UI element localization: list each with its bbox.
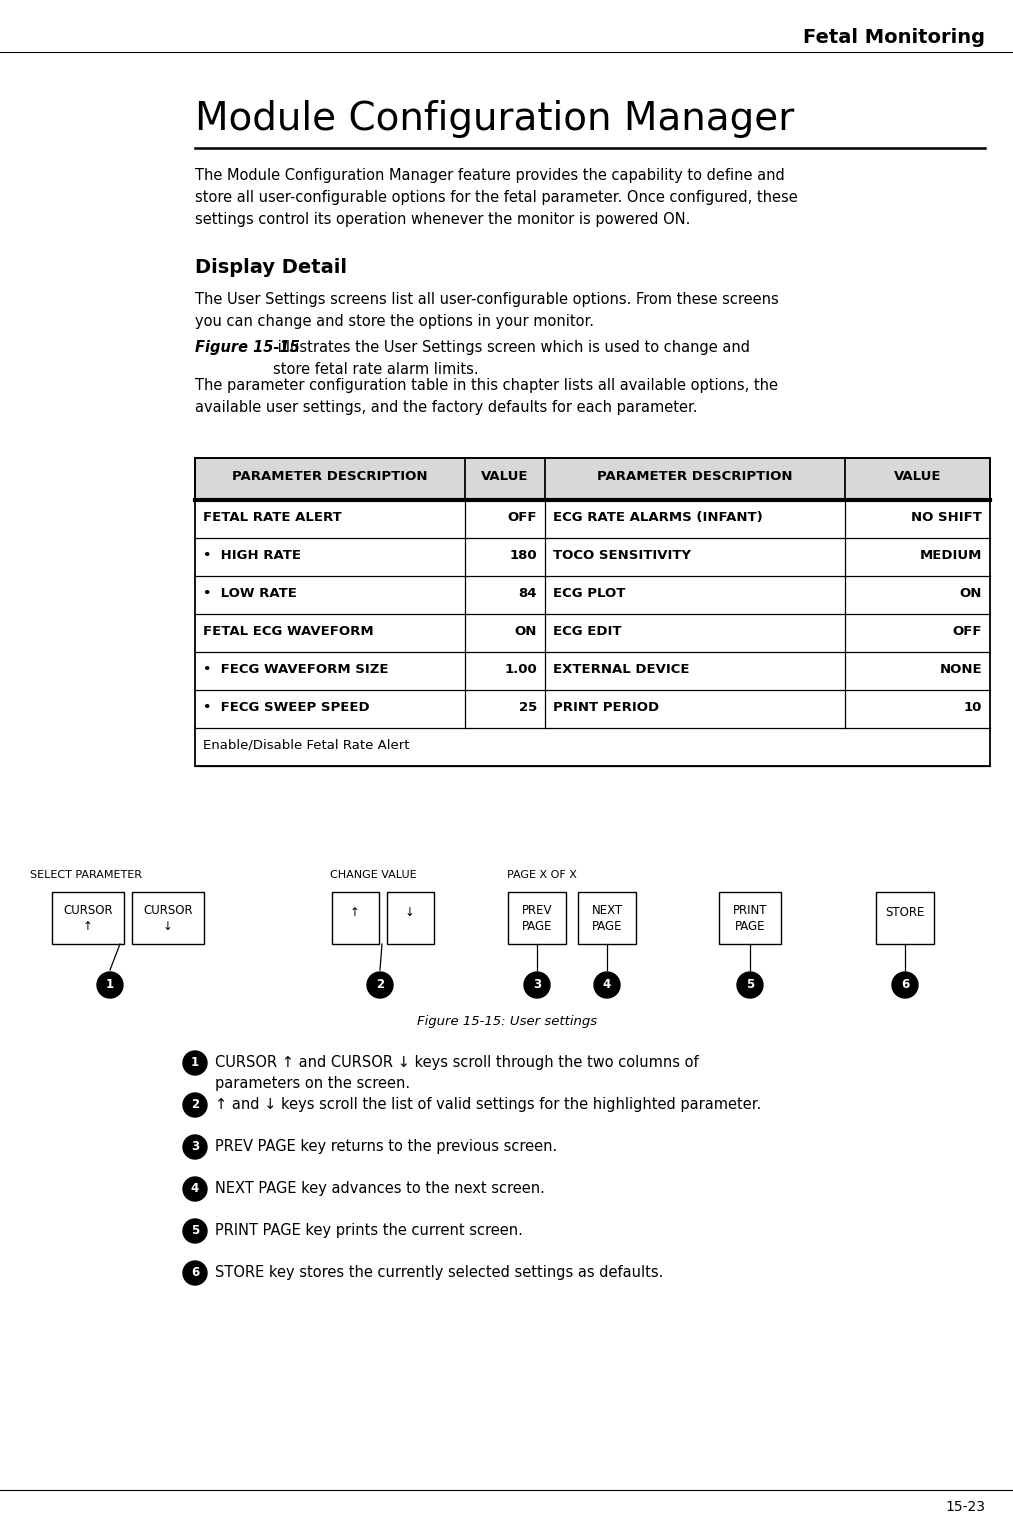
Text: Enable/Disable Fetal Rate Alert: Enable/Disable Fetal Rate Alert	[203, 738, 409, 752]
Text: NO SHIFT: NO SHIFT	[911, 511, 982, 525]
Text: MEDIUM: MEDIUM	[920, 549, 982, 562]
Text: PAGE: PAGE	[522, 920, 552, 932]
Text: 6: 6	[901, 978, 909, 991]
Bar	[132, 891, 204, 944]
Text: OFF: OFF	[952, 625, 982, 638]
Text: VALUE: VALUE	[893, 470, 941, 484]
Text: The User Settings screens list all user-configurable options. From these screens: The User Settings screens list all user-…	[194, 293, 779, 329]
Circle shape	[183, 1051, 207, 1075]
Bar	[331, 891, 379, 944]
Text: ↑: ↑	[83, 920, 93, 932]
Text: PREV PAGE key returns to the previous screen.: PREV PAGE key returns to the previous sc…	[215, 1139, 557, 1154]
Text: PARAMETER DESCRIPTION: PARAMETER DESCRIPTION	[232, 470, 427, 484]
Text: CURSOR: CURSOR	[143, 904, 192, 917]
Text: PARAMETER DESCRIPTION: PARAMETER DESCRIPTION	[598, 470, 793, 484]
Bar	[194, 458, 990, 500]
Text: PAGE X OF X: PAGE X OF X	[506, 870, 576, 879]
Circle shape	[183, 1261, 207, 1286]
Text: ↑: ↑	[350, 905, 360, 919]
Circle shape	[892, 972, 918, 998]
Text: SELECT PARAMETER: SELECT PARAMETER	[30, 870, 142, 879]
Circle shape	[737, 972, 763, 998]
Text: 5: 5	[190, 1225, 200, 1237]
Text: ECG RATE ALARMS (INFANT): ECG RATE ALARMS (INFANT)	[553, 511, 763, 525]
Text: 1: 1	[106, 978, 114, 991]
Text: PREV: PREV	[522, 904, 552, 917]
Text: 3: 3	[533, 978, 541, 991]
Text: 10: 10	[963, 700, 982, 714]
Text: FETAL ECG WAVEFORM: FETAL ECG WAVEFORM	[203, 625, 374, 638]
Text: 6: 6	[190, 1266, 200, 1280]
Text: 5: 5	[746, 978, 754, 991]
Circle shape	[183, 1093, 207, 1117]
Text: TOCO SENSITIVITY: TOCO SENSITIVITY	[553, 549, 691, 562]
Text: •  FECG WAVEFORM SIZE: • FECG WAVEFORM SIZE	[203, 662, 389, 676]
Text: •  FECG SWEEP SPEED: • FECG SWEEP SPEED	[203, 700, 370, 714]
Circle shape	[524, 972, 550, 998]
Text: The Module Configuration Manager feature provides the capability to define and
s: The Module Configuration Manager feature…	[194, 168, 798, 227]
Bar	[194, 458, 990, 766]
Text: NEXT: NEXT	[592, 904, 623, 917]
Text: STORE: STORE	[885, 905, 925, 919]
Text: Figure 15-15: Figure 15-15	[194, 340, 300, 355]
Circle shape	[183, 1219, 207, 1243]
Text: ON: ON	[959, 587, 982, 600]
Text: CHANGE VALUE: CHANGE VALUE	[330, 870, 416, 879]
Text: PRINT: PRINT	[732, 904, 767, 917]
Text: Display Detail: Display Detail	[194, 258, 347, 277]
Text: VALUE: VALUE	[481, 470, 529, 484]
Text: PRINT PERIOD: PRINT PERIOD	[553, 700, 659, 714]
Circle shape	[367, 972, 393, 998]
Circle shape	[97, 972, 123, 998]
Text: NEXT PAGE key advances to the next screen.: NEXT PAGE key advances to the next scree…	[215, 1181, 545, 1196]
Text: ECG PLOT: ECG PLOT	[553, 587, 625, 600]
Text: Fetal Monitoring: Fetal Monitoring	[803, 27, 985, 47]
Text: FETAL RATE ALERT: FETAL RATE ALERT	[203, 511, 341, 525]
Text: 25: 25	[519, 700, 537, 714]
Text: Figure 15-15: User settings: Figure 15-15: User settings	[417, 1016, 597, 1028]
Text: 4: 4	[603, 978, 611, 991]
Text: 84: 84	[519, 587, 537, 600]
Text: 1.00: 1.00	[504, 662, 537, 676]
Text: ↓: ↓	[405, 905, 415, 919]
Text: EXTERNAL DEVICE: EXTERNAL DEVICE	[553, 662, 690, 676]
Text: The parameter configuration table in this chapter lists all available options, t: The parameter configuration table in thi…	[194, 377, 778, 415]
Text: ↑ and ↓ keys scroll the list of valid settings for the highlighted parameter.: ↑ and ↓ keys scroll the list of valid se…	[215, 1098, 761, 1113]
Text: PAGE: PAGE	[734, 920, 765, 932]
Text: STORE key stores the currently selected settings as defaults.: STORE key stores the currently selected …	[215, 1264, 664, 1280]
Text: ↓: ↓	[163, 920, 173, 932]
Text: 2: 2	[190, 1099, 200, 1111]
Text: PAGE: PAGE	[592, 920, 622, 932]
Text: 180: 180	[510, 549, 537, 562]
Bar	[876, 891, 934, 944]
Text: Module Configuration Manager: Module Configuration Manager	[194, 100, 794, 138]
Bar	[719, 891, 781, 944]
Circle shape	[183, 1135, 207, 1160]
Text: CURSOR: CURSOR	[63, 904, 112, 917]
Text: ECG EDIT: ECG EDIT	[553, 625, 622, 638]
Text: PRINT PAGE key prints the current screen.: PRINT PAGE key prints the current screen…	[215, 1223, 523, 1239]
Text: •  LOW RATE: • LOW RATE	[203, 587, 297, 600]
Text: 1: 1	[190, 1057, 200, 1069]
Text: ON: ON	[515, 625, 537, 638]
Text: 4: 4	[190, 1182, 200, 1196]
Text: OFF: OFF	[508, 511, 537, 525]
Bar	[52, 891, 124, 944]
Text: •  HIGH RATE: • HIGH RATE	[203, 549, 301, 562]
Circle shape	[183, 1176, 207, 1201]
Text: 2: 2	[376, 978, 384, 991]
Bar	[578, 891, 636, 944]
Bar	[387, 891, 434, 944]
Text: 3: 3	[190, 1140, 200, 1154]
Text: 15-23: 15-23	[945, 1499, 985, 1514]
Text: illustrates the User Settings screen which is used to change and
store fetal rat: illustrates the User Settings screen whi…	[272, 340, 750, 377]
Bar	[508, 891, 566, 944]
Circle shape	[594, 972, 620, 998]
Text: NONE: NONE	[939, 662, 982, 676]
Text: CURSOR ↑ and CURSOR ↓ keys scroll through the two columns of
parameters on the s: CURSOR ↑ and CURSOR ↓ keys scroll throug…	[215, 1055, 699, 1092]
